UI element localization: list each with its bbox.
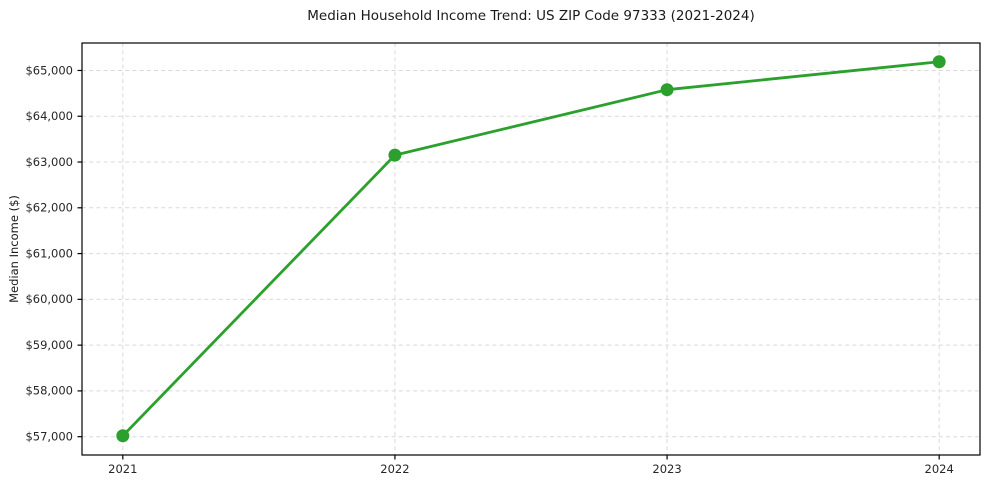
y-tick-label: $61,000 <box>25 246 73 260</box>
y-tick-label: $60,000 <box>25 292 73 306</box>
plot-border <box>81 42 981 456</box>
data-point-2024 <box>932 55 946 69</box>
trend-line <box>121 60 941 438</box>
y-tick-label: $64,000 <box>25 109 73 123</box>
y-tick-label: $58,000 <box>25 384 73 398</box>
data-point-2021 <box>116 429 130 443</box>
y-tick-label: $59,000 <box>25 338 73 352</box>
x-tick-label: 2023 <box>652 462 681 476</box>
y-tick-label: $65,000 <box>25 63 73 77</box>
y-tick-label: $63,000 <box>25 155 73 169</box>
y-tick-label: $62,000 <box>25 201 73 215</box>
y-axis-label: Median Income ($) <box>7 195 21 303</box>
x-tick-label: 2021 <box>108 462 137 476</box>
data-point-2023 <box>660 83 674 97</box>
data-point-2022 <box>388 148 402 162</box>
x-tick-label: 2022 <box>380 462 409 476</box>
x-tick-label: 2024 <box>925 462 954 476</box>
chart-title: Median Household Income Trend: US ZIP Co… <box>307 8 755 24</box>
y-tick-label: $57,000 <box>25 429 73 443</box>
